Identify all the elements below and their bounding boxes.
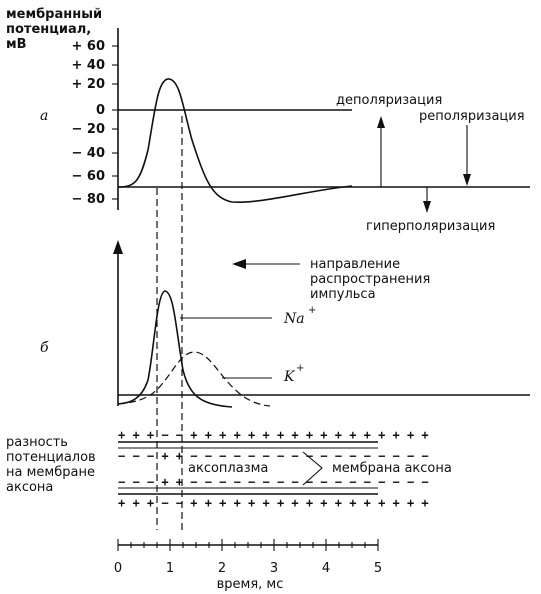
charges-inside-bottom: − − − + + − − − − − − − − − − − − − − − … [118, 475, 429, 489]
x-tick-3: 3 [270, 561, 278, 576]
direction-line-1: направление [310, 257, 400, 272]
depolarization-arrowhead [377, 116, 385, 128]
panel-c: разность потенциалов на мембране аксона … [6, 428, 452, 510]
direction-line-3: импульса [310, 287, 376, 302]
k-label: K [283, 369, 296, 385]
diff-line-1: разность [6, 435, 68, 450]
repolarization-label: реполяризация [419, 109, 525, 124]
x-axis-ticks [117, 539, 379, 551]
charges-outside-bottom: + + + − − + + + + + + + + + + + + + + + … [118, 496, 429, 510]
repolarization-arrowhead [463, 174, 471, 186]
membrane-pointer [302, 451, 323, 486]
k-conductance-curve [117, 351, 271, 407]
y-tick-plus40: + 40 [71, 58, 105, 73]
y-axis-title-line-3: мВ [6, 37, 27, 52]
x-axis: 0 1 2 3 4 5 время, мс [114, 539, 382, 592]
y-tick-minus80: − 80 [71, 192, 105, 207]
k-superscript: + [296, 363, 304, 374]
y-axis-title-line-2: потенциал, [6, 22, 91, 37]
diff-line-2: потенциалов [6, 450, 96, 465]
y-axis-b-arrowhead [113, 240, 123, 254]
x-tick-5: 5 [374, 561, 382, 576]
charges-outside-top: + + + − − + + + + + + + + + + + + + + + … [118, 428, 429, 442]
x-tick-0: 0 [114, 561, 122, 576]
y-tick-plus60: + 60 [71, 39, 105, 54]
diff-line-4: аксона [6, 480, 53, 495]
y-tick-minus20: − 20 [71, 122, 105, 137]
axoplasm-label: аксоплазма [188, 461, 268, 476]
panel-b-letter: б [40, 340, 49, 356]
x-tick-1: 1 [166, 561, 174, 576]
y-tick-0: 0 [96, 103, 105, 118]
direction-line-2: распространения [310, 272, 430, 287]
x-axis-label: время, мс [217, 577, 284, 592]
depolarization-label: деполяризация [336, 93, 442, 108]
panel-b: б направление распространения импульса N… [40, 240, 530, 408]
y-axis-title-line-1: мембранный [6, 7, 102, 22]
na-superscript: + [308, 305, 316, 316]
y-axis-ticks-a [112, 45, 118, 200]
hyperpolarization-label: гиперполяризация [366, 219, 495, 234]
action-potential-curve [117, 78, 353, 203]
direction-arrowhead [232, 259, 246, 269]
x-tick-2: 2 [218, 561, 226, 576]
na-conductance-curve [117, 290, 233, 408]
axon-membrane-label: мембрана аксона [332, 461, 452, 476]
hyperpolarization-arrowhead [423, 201, 431, 213]
x-tick-4: 4 [322, 561, 330, 576]
y-tick-minus40: − 40 [71, 146, 105, 161]
y-tick-plus20: + 20 [71, 77, 105, 92]
y-tick-minus60: − 60 [71, 169, 105, 184]
charges-inside-top: − − − + + − − − − − − − − − − − − − − − … [118, 449, 429, 463]
panel-a-letter: а [40, 108, 48, 124]
panel-a: мембранный потенциал, мВ + 60 + 40 + 20 … [6, 7, 530, 234]
na-label: Na [283, 311, 305, 327]
diff-line-3: на мембране [6, 465, 95, 480]
